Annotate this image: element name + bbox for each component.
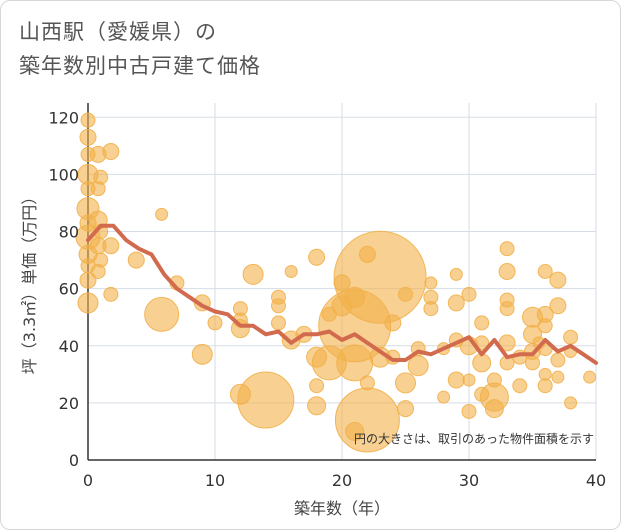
chart-title: 山西駅（愛媛県）の 築年数別中古戸建て価格 (19, 15, 261, 83)
bubble-point (437, 390, 451, 404)
bubble-point (423, 301, 439, 317)
bubble-point (499, 241, 515, 257)
bubble-point (77, 292, 99, 314)
bubble-point (583, 370, 597, 384)
x-tick-label: 40 (586, 471, 606, 490)
bubble-point (80, 146, 96, 162)
bubble-point (472, 353, 492, 373)
bubble-point (395, 372, 416, 394)
bubble-point (90, 181, 106, 197)
bubble-point (155, 207, 169, 221)
bubble-point (103, 286, 119, 302)
bubble-point (333, 274, 351, 292)
bubble-point (564, 396, 578, 410)
bubble-point (102, 237, 120, 255)
x-tick-label: 20 (332, 471, 352, 490)
bubble-point (229, 383, 251, 405)
x-tick-label: 30 (459, 471, 479, 490)
bubble-point (79, 128, 97, 146)
bubble-point (271, 315, 286, 331)
bubble-point (449, 267, 463, 281)
bubble-point (407, 355, 429, 377)
bubble-point (447, 294, 465, 312)
bubble-point (358, 245, 376, 263)
y-tick-label: 120 (48, 108, 79, 127)
bubble-point (345, 421, 365, 441)
bubble-point (525, 355, 540, 371)
bubble-point (486, 372, 502, 388)
bubble-point (447, 371, 465, 389)
bubble-point (461, 403, 477, 419)
bubble-point (512, 378, 528, 394)
bubble-point (90, 264, 106, 280)
bubble-point (79, 214, 97, 232)
y-tick-label: 0 (69, 451, 79, 470)
bubble-point (321, 306, 337, 322)
bubble-point (498, 263, 516, 281)
bubble-point (384, 314, 402, 332)
bubble-point (207, 315, 223, 331)
bubble-point (309, 378, 325, 394)
y-tick-label: 80 (59, 223, 79, 242)
average-line-series (86, 223, 598, 365)
bubble-point (462, 373, 476, 387)
bubble-point (127, 251, 145, 269)
bubble-point (284, 265, 298, 279)
y-tick-label: 100 (48, 165, 79, 184)
bubble-point (80, 112, 96, 128)
title-line-1: 山西駅（愛媛県）の (19, 20, 217, 44)
bubble-point (498, 334, 516, 352)
average-price-line (86, 223, 598, 365)
bubble-point (398, 286, 413, 302)
bubble-point (359, 375, 375, 391)
x-tick-label: 0 (83, 471, 93, 490)
bubble-point (549, 271, 567, 289)
y-tick-label: 60 (59, 280, 79, 299)
bubble-point (550, 352, 566, 368)
bubble-point (551, 370, 565, 384)
y-tick-label: 40 (59, 337, 79, 356)
y-axis-label: 坪（3.3㎡）単価（万円） (20, 189, 39, 374)
bubble-point (242, 263, 264, 285)
bubble-point (344, 286, 366, 308)
bubble-point (474, 315, 490, 331)
bubble-point (563, 329, 579, 345)
size-note: 円の大きさは、取引のあった物件面積を示す (354, 431, 594, 446)
bubble-point (144, 296, 180, 332)
bubble-point (484, 399, 504, 419)
bubble-point (307, 396, 327, 416)
bubble-point (308, 248, 326, 266)
bubble-point (397, 400, 414, 418)
axis-ticks: 0 20 40 60 80 100 120 0 10 20 30 40 (48, 108, 606, 490)
bubble-point (537, 264, 553, 280)
x-axis-label: 築年数（年） (294, 499, 390, 518)
bubble-point (102, 143, 120, 161)
y-tick-label: 20 (59, 394, 79, 413)
bubble-point (549, 297, 567, 315)
bubble-point (191, 343, 213, 365)
bubble-point (499, 301, 515, 317)
bubble-point (474, 386, 490, 402)
title-line-2: 築年数別中古戸建て価格 (19, 54, 261, 78)
bubble-point (461, 286, 477, 302)
x-tick-label: 10 (205, 471, 225, 490)
bubble-point (271, 298, 286, 314)
bubble-point (424, 276, 438, 290)
bubble-point (538, 367, 552, 381)
bubble-point (537, 318, 553, 334)
bubble-point (306, 346, 328, 368)
bubble-point (537, 378, 553, 394)
